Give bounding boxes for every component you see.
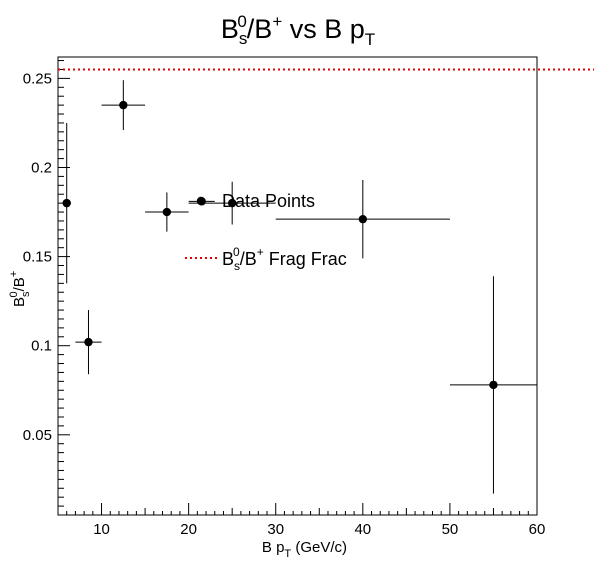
data-series: [62, 80, 537, 494]
plot-frame: [57, 56, 538, 516]
y-tick-label: 0.1: [31, 338, 52, 355]
data-marker: [62, 198, 71, 208]
legend-entry-frag-frac: Bs0/B+ Frag Frac: [222, 245, 347, 273]
x-axis-title: B pT (GeV/c): [262, 539, 347, 560]
x-tick-label: 60: [529, 521, 546, 538]
x-tick-label: 10: [93, 521, 110, 538]
data-marker: [119, 100, 128, 110]
legend: Data Points Bs0/B+ Frag Frac: [185, 191, 347, 273]
data-point: [145, 192, 189, 232]
data-point: [75, 310, 102, 375]
legend-entry-data-points: Data Points: [222, 191, 315, 211]
x-tick-label: 20: [180, 521, 197, 538]
data-marker: [227, 198, 237, 208]
y-tick-label: 0.2: [31, 159, 52, 176]
title-sup: 0: [237, 12, 246, 31]
data-marker: [84, 337, 93, 347]
data-point: [449, 276, 537, 494]
x-tick-label: 50: [442, 521, 459, 538]
data-point: [62, 122, 72, 284]
data-marker: [489, 380, 498, 390]
data-point: [275, 179, 450, 259]
data-marker: [358, 214, 368, 224]
data-marker: [162, 207, 172, 217]
y-axis: 0.05 0.1 0.15 0.2 0.25: [23, 60, 70, 516]
data-point: [101, 80, 146, 131]
legend-marker-data-points: [196, 196, 206, 206]
y-axis-title: Bs0/B+: [8, 271, 32, 307]
y-tick-label: 0.05: [23, 427, 52, 444]
x-tick-label: 40: [354, 521, 371, 538]
x-tick-label: 30: [267, 521, 284, 538]
y-tick-label: 0.25: [23, 70, 52, 87]
chart-title: Bs0/B+ vs B pT: [221, 12, 375, 49]
y-tick-label: 0.15: [23, 249, 52, 266]
title-sub: s: [239, 29, 248, 48]
x-axis: 10 20 30 40 50 60: [57, 503, 546, 538]
